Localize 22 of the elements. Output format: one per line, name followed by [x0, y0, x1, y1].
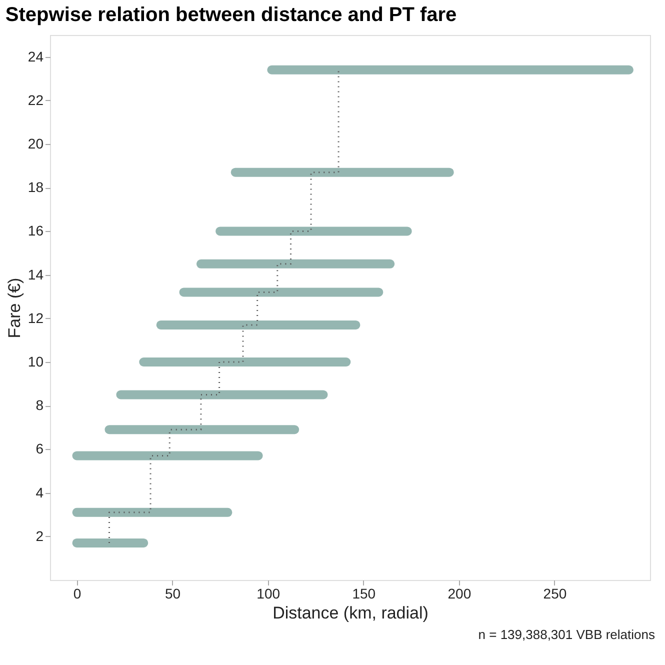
y-tick-label: 2 — [36, 528, 44, 544]
x-tick-label: 200 — [448, 586, 472, 602]
x-tick-label: 150 — [352, 586, 376, 602]
y-axis-title: Fare (€) — [4, 278, 24, 338]
y-tick-label: 8 — [36, 397, 44, 414]
x-tick-label: 100 — [256, 586, 280, 602]
y-tick-label: 22 — [28, 92, 44, 108]
y-tick-label: 4 — [36, 484, 44, 500]
y-tick-label: 20 — [28, 136, 44, 152]
text: n = 139,388,301 VBB relations — [478, 627, 656, 642]
y-tick-label: 18 — [28, 179, 44, 196]
y-tick-label: 6 — [36, 440, 44, 457]
y-tick-label: 16 — [28, 222, 44, 239]
x-axis-title: Distance (km, radial) — [272, 604, 428, 622]
chart-title: Stepwise relation between distance and PT fare — [5, 4, 457, 26]
x-tick-label: 0 — [73, 586, 82, 602]
y-tick-label: 12 — [28, 310, 44, 326]
y-tick-label: 24 — [28, 48, 44, 64]
x-tick-label: 250 — [543, 586, 567, 602]
y-tick-label: 14 — [28, 266, 44, 282]
x-tick-label: 50 — [165, 586, 181, 602]
y-tick-label: 10 — [28, 354, 44, 370]
